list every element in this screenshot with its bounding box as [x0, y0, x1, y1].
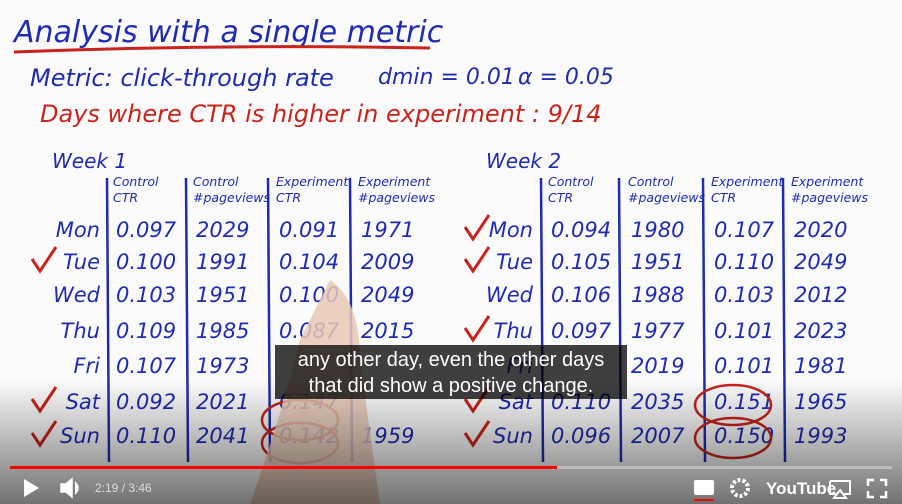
dmin: dmin = 0.01 [378, 65, 515, 90]
cell-value: 1980 [631, 218, 684, 242]
cell-value: 0.107 [116, 354, 177, 378]
column-header: Experiment [358, 174, 431, 189]
play-button[interactable] [24, 479, 39, 497]
cell-value: 2015 [361, 319, 414, 343]
day-label: Fri [73, 354, 100, 378]
cell-value: 1985 [196, 319, 249, 343]
cell-value: 0.103 [116, 283, 176, 307]
title: Analysis with a single metric [12, 15, 444, 50]
column-header: #pageviews [791, 190, 868, 205]
cell-value: 1973 [196, 354, 249, 378]
column-header: CTR [113, 190, 138, 205]
cell-value: 2049 [361, 283, 414, 307]
metric: Metric: click-through rate [30, 64, 334, 92]
cell-value: 1981 [794, 354, 847, 378]
caption-line: any other day, even the other days [298, 349, 605, 371]
cell-value: 1977 [631, 319, 685, 343]
column-header: Control [113, 174, 159, 189]
checkmark [463, 246, 491, 274]
column-header: #pageviews [358, 190, 435, 205]
checkmark [463, 214, 491, 242]
day-label: Tue [63, 250, 100, 274]
column-header: #pageviews [628, 190, 705, 205]
day-label: Mon [489, 218, 533, 242]
column-header: Control [193, 174, 239, 189]
cell-value: 2029 [196, 218, 249, 242]
settings-button[interactable] [730, 478, 750, 498]
cell-value: 0.097 [551, 319, 612, 343]
day-label: Wed [53, 283, 101, 307]
cell-value: 0.106 [551, 283, 611, 307]
cell-value: 2020 [794, 218, 847, 242]
cell-value: 0.101 [714, 319, 774, 343]
day-label: Mon [56, 218, 100, 242]
cell-value: 1991 [196, 250, 249, 274]
cell-value: 0.101 [714, 354, 774, 378]
week-label: Week 2 [486, 149, 561, 173]
cell-value: 1951 [631, 250, 684, 274]
fullscreen-button[interactable] [866, 478, 888, 499]
cell-value: 2019 [631, 354, 684, 378]
cell-value: 0.097 [116, 218, 177, 242]
column-header: #pageviews [193, 190, 270, 205]
caption-box [275, 345, 627, 399]
day-label: Tue [496, 250, 533, 274]
days-summary: Days where CTR is higher in experiment :… [40, 100, 602, 128]
cell-value: 0.105 [551, 250, 611, 274]
cell-value: 2009 [361, 250, 414, 274]
cell-value: 0.110 [714, 250, 774, 274]
alpha: α = 0.05 [518, 65, 614, 90]
cell-value: 0.107 [714, 218, 775, 242]
control-shade [0, 380, 902, 504]
volume-button[interactable] [60, 477, 79, 499]
airplay-button[interactable] [829, 480, 851, 499]
captions-active [694, 499, 714, 501]
day-label: Wed [486, 283, 534, 307]
cell-value: 0.104 [279, 250, 339, 274]
column-header: Experiment [711, 174, 784, 189]
cell-value: 2023 [794, 319, 847, 343]
cell-value: 2049 [794, 250, 847, 274]
column-header: Control [628, 174, 674, 189]
cell-value: 1971 [361, 218, 414, 242]
cell-value: 0.109 [116, 319, 176, 343]
cell-value: 0.091 [279, 218, 339, 242]
column-header: Control [548, 174, 594, 189]
cell-value: 1951 [196, 283, 249, 307]
captions-button[interactable] [694, 480, 714, 495]
column-header: CTR [276, 190, 301, 205]
youtube-logo[interactable]: YouTube [766, 479, 836, 498]
cell-value: 0.094 [551, 218, 611, 242]
day-label: Thu [61, 319, 100, 343]
column-header: CTR [548, 190, 573, 205]
checkmark [30, 246, 58, 274]
time-display: 2:19 / 3:46 [95, 481, 152, 495]
column-header: Experiment [791, 174, 864, 189]
checkmark [463, 315, 491, 343]
title-underline [13, 45, 431, 54]
column-header: Experiment [276, 174, 349, 189]
cell-value: 2012 [794, 283, 847, 307]
caption-line: that did show a positive change. [309, 375, 594, 397]
cell-value: 0.103 [714, 283, 774, 307]
week-label: Week 1 [52, 149, 127, 173]
day-label: Thu [494, 319, 533, 343]
progress-played[interactable] [10, 466, 557, 469]
column-header: CTR [711, 190, 736, 205]
cell-value: 1988 [631, 283, 684, 307]
cell-value: 0.100 [116, 250, 176, 274]
